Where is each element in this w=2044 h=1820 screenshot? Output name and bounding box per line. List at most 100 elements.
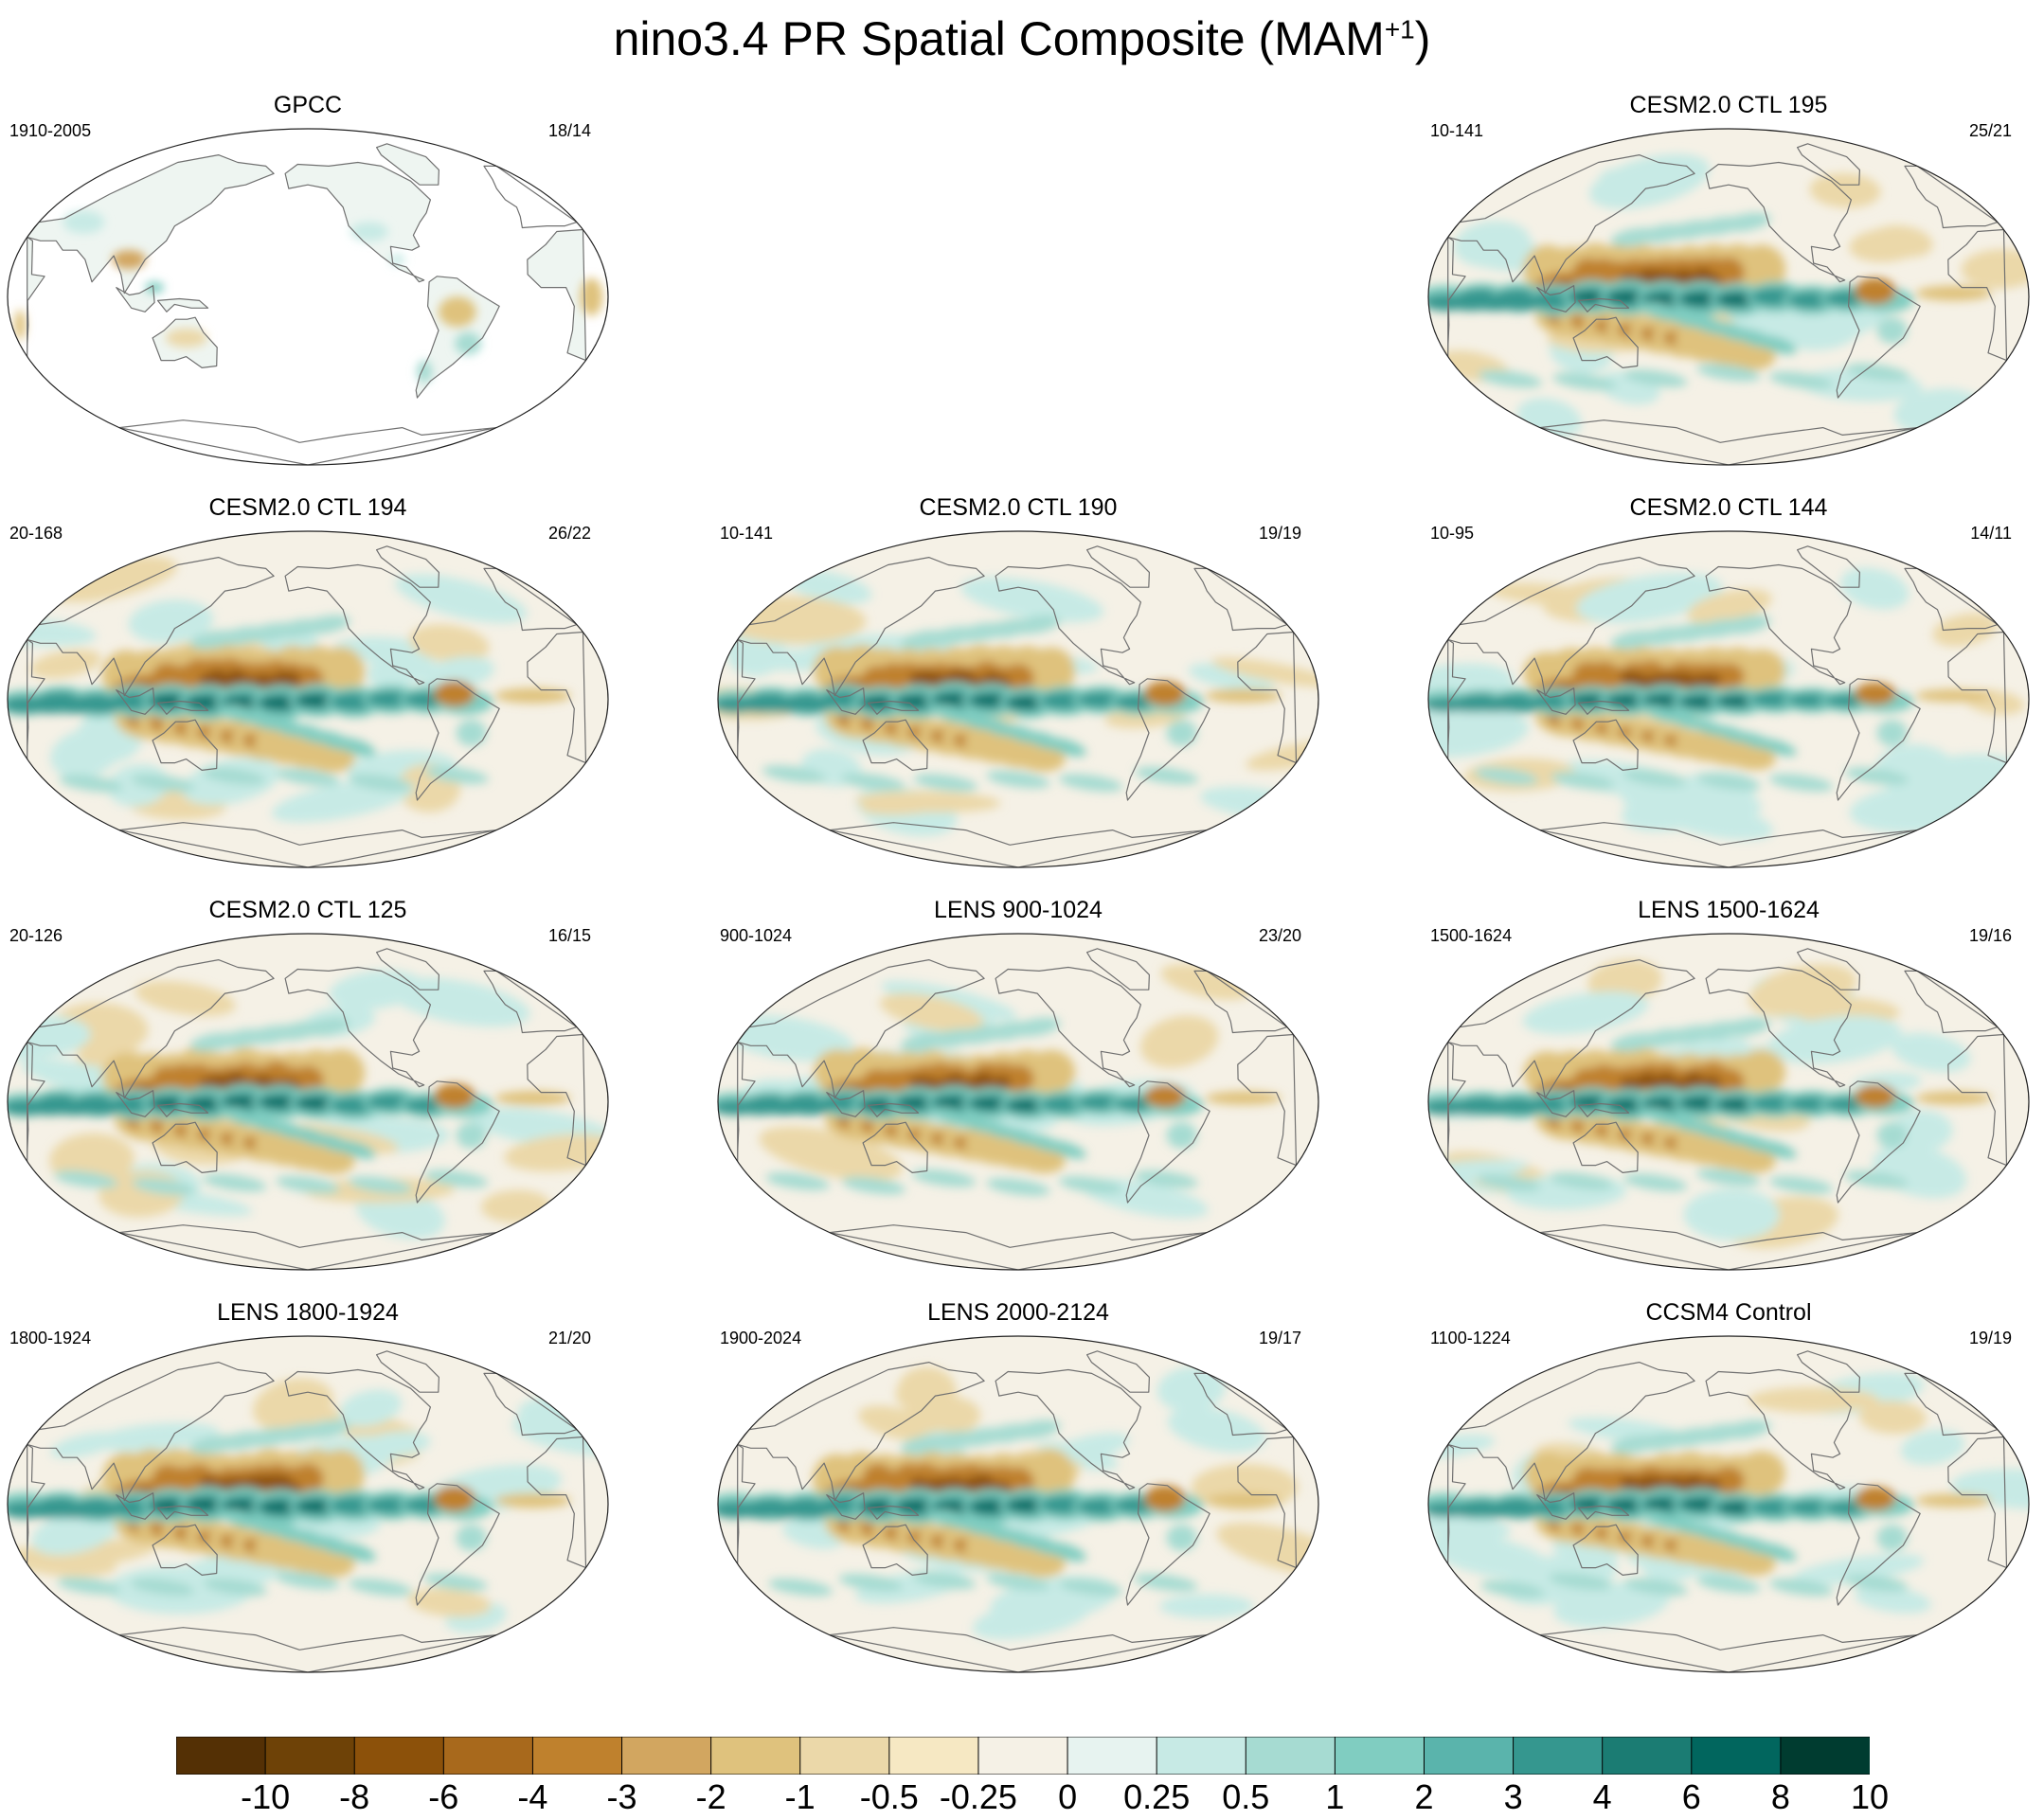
anomaly-blob	[132, 1177, 196, 1196]
anomaly-blob	[433, 1083, 475, 1109]
coastline	[156, 700, 209, 715]
coastline	[1797, 143, 1860, 186]
anomaly-blob	[1839, 567, 1910, 610]
coastline	[415, 678, 500, 801]
coastline	[27, 1041, 45, 1163]
ocean-anomalies	[1428, 1372, 2029, 1628]
coastline	[1193, 1372, 1288, 1436]
coastline	[1125, 1080, 1210, 1204]
anomaly-blob	[1854, 277, 1896, 305]
coastline	[152, 719, 218, 771]
anomaly-blob	[50, 1432, 118, 1458]
anomaly-blob	[1702, 1076, 1722, 1090]
coastline	[1572, 1121, 1639, 1173]
chart-title-suffix: )	[1414, 12, 1431, 65]
coastline	[376, 1350, 439, 1393]
anomaly-blob	[252, 1378, 334, 1432]
anomaly-blob	[14, 310, 27, 341]
anomaly-field	[718, 570, 1318, 836]
anomaly-blob	[992, 1076, 1012, 1090]
anomaly-blob	[63, 210, 105, 234]
coastline	[415, 276, 500, 399]
colorbar-swatch	[1602, 1737, 1693, 1775]
coastline	[1904, 970, 1999, 1034]
panel-title: LENS 900-1024	[934, 897, 1103, 923]
panel-count-label: 19/17	[1258, 1329, 1301, 1347]
panel-years-label: 1800-1924	[9, 1329, 92, 1347]
coastline	[737, 1362, 985, 1502]
coastline	[829, 822, 1208, 867]
anomaly-blob	[1702, 673, 1722, 687]
map-panel: LENS 2000-2124 1900-2024 19/17	[710, 1298, 1326, 1691]
anomaly-blob	[301, 615, 350, 634]
land-fill	[116, 285, 155, 312]
anomaly-blob	[8, 1015, 91, 1060]
anomaly-blob	[1696, 1169, 1761, 1187]
coastline	[1447, 959, 1695, 1099]
anomaly-blob	[1246, 740, 1318, 771]
coastline	[1193, 567, 1288, 632]
colorbar-swatch	[1423, 1737, 1515, 1775]
anomaly-blob	[77, 1098, 122, 1115]
colorbar-tick-label: -10	[241, 1777, 291, 1816]
ocean-anomalies	[718, 570, 1318, 836]
colorbar-tick-label: 4	[1592, 1777, 1612, 1816]
anomaly-blob	[986, 1178, 1050, 1196]
colorbar	[176, 1737, 1870, 1775]
anomaly-blob	[1768, 1578, 1834, 1597]
panel-title: LENS 1800-1924	[217, 1299, 399, 1326]
colorbar-tick-label: -0.25	[939, 1777, 1017, 1816]
ocean-anomalies	[718, 1366, 1318, 1640]
panel-years-label: 1500-1624	[1430, 926, 1513, 945]
anomaly-blob	[394, 574, 528, 623]
anomaly-blob	[1915, 688, 1992, 703]
anomaly-blob	[1854, 1487, 1896, 1511]
coastlines	[1447, 948, 2008, 1270]
coastline	[737, 557, 985, 697]
coastline	[1447, 638, 1466, 760]
coastline	[1447, 1041, 1466, 1163]
colorbar-labels: -10 -8 -6 -4 -3 -2 -1 -0.5 -0.25 0 0.25 0.5 1 2 3 4 6 8 10	[0, 1778, 2044, 1820]
panel-count-label: 14/11	[1970, 524, 2012, 543]
anomaly-field	[718, 964, 1282, 1219]
map-border	[717, 530, 1319, 868]
map-border	[7, 530, 609, 868]
coastlines	[737, 545, 1298, 867]
anomaly-blob	[1876, 1122, 1908, 1149]
coastline	[1086, 1350, 1150, 1393]
anomaly-blob	[1854, 682, 1896, 705]
anomaly-blob	[112, 250, 147, 270]
anomaly-blob	[960, 577, 1104, 623]
anomaly-blob	[301, 1017, 350, 1037]
anomaly-blob	[1915, 1091, 1992, 1105]
anomaly-blob	[787, 1099, 833, 1115]
anomaly-blob	[1915, 285, 1992, 301]
panel-title: CESM2.0 CTL 125	[208, 897, 407, 923]
panel-title: LENS 1500-1624	[1638, 897, 1820, 923]
anomaly-blob	[1552, 372, 1617, 391]
map-panel: GPCC 1910-2005 18/14	[0, 91, 616, 484]
anomaly-blob	[131, 1578, 195, 1597]
anomaly-blob	[1768, 774, 1834, 792]
coastline	[152, 316, 218, 368]
coastline	[1947, 631, 2008, 764]
anomaly-blob	[897, 1366, 957, 1416]
coastline	[826, 1090, 866, 1117]
panel-count-label: 25/21	[1968, 121, 2012, 140]
anomaly-blob	[276, 1175, 340, 1194]
anomaly-blob	[1722, 1419, 1771, 1439]
map-panel: CESM2.0 CTL 144 10-95 14/11	[1421, 493, 2036, 886]
panel-years-label: 20-168	[9, 524, 63, 543]
anomaly-blob	[787, 696, 833, 713]
panel-years-label: 1910-2005	[9, 121, 92, 140]
anomaly-blob	[54, 1170, 118, 1188]
coastline	[862, 1121, 928, 1173]
map-border	[1427, 530, 2030, 868]
coastline	[826, 687, 866, 715]
panel-count-label: 16/15	[547, 926, 591, 945]
anomaly-blob	[1027, 1049, 1076, 1095]
colorbar-tick-label: -2	[695, 1777, 726, 1816]
coastline	[1836, 1080, 1921, 1204]
coastline	[1797, 1350, 1860, 1393]
anomaly-blob	[1046, 1140, 1086, 1159]
